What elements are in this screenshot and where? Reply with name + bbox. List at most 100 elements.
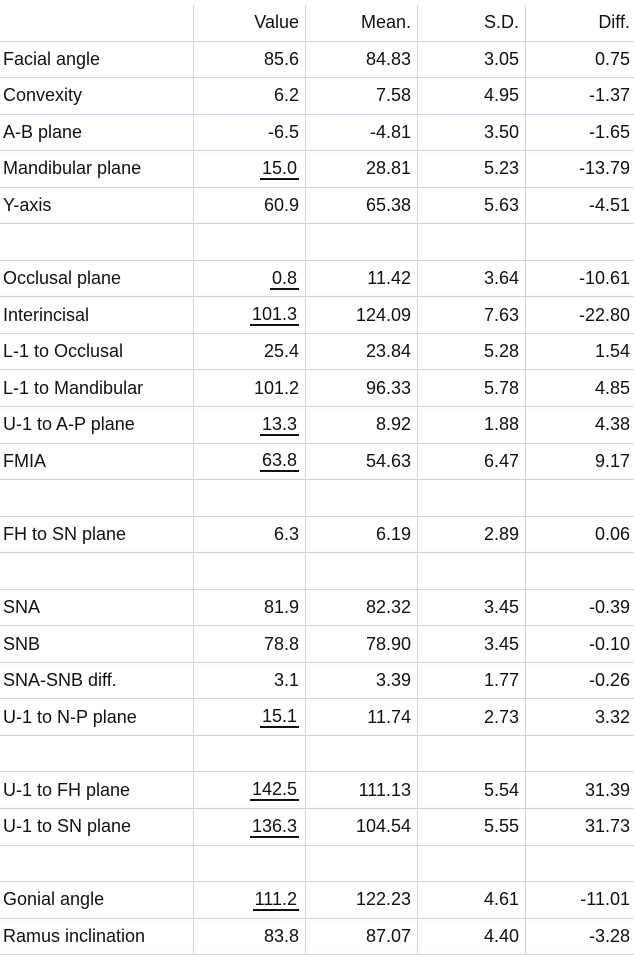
row-diff-cell: -0.10: [526, 626, 634, 663]
row-value: 101.2: [253, 377, 299, 398]
row-sd: 5.63: [483, 195, 519, 215]
row-mean-cell: 84.83: [306, 41, 418, 79]
spacer-row: [0, 224, 634, 261]
row-mean: 122.23: [355, 889, 411, 910]
row-mean: -4.81: [369, 121, 411, 142]
row-sd: 3.45: [483, 633, 519, 654]
row-mean-cell: [306, 480, 418, 517]
table-body: Facial angle 85.6 84.83 3.05 0.75 Convexity 6.…: [0, 41, 634, 955]
row-sd-cell: 5.55: [418, 809, 526, 846]
row-diff-cell: 1.54: [526, 334, 634, 371]
row-sd: 5.23: [483, 158, 519, 179]
row-diff: -13.79: [578, 158, 630, 179]
row-mean-cell: [306, 224, 418, 261]
row-label: L-1 to Occlusal: [3, 341, 124, 362]
row-diff: -0.39: [588, 597, 630, 618]
row-sd-cell: 3.64: [418, 260, 526, 298]
row-sd: 5.54: [483, 779, 519, 800]
row-value-cell: [194, 553, 306, 590]
row-mean-cell: 6.19: [306, 516, 418, 554]
row-label-cell: L-1 to Occlusal: [0, 333, 194, 371]
row-mean: 6.19: [375, 523, 411, 544]
row-label: Occlusal plane: [3, 268, 122, 289]
row-value: 3.1: [273, 670, 299, 691]
row-value: -6.5: [267, 121, 299, 142]
row-sd-cell: [418, 553, 526, 590]
row-diff: 31.73: [584, 816, 630, 837]
row-label: FH to SN plane: [3, 523, 127, 544]
row-diff: -3.28: [588, 925, 630, 946]
row-sd: 5.78: [483, 377, 519, 398]
row-value-cell: 142.5: [194, 772, 306, 810]
row-sd-cell: 2.89: [418, 516, 526, 554]
row-diff: 0.75: [594, 48, 630, 69]
row-mean: 11.74: [367, 706, 411, 727]
row-label-cell: SNA: [0, 589, 194, 627]
row-label: U-1 to A-P plane: [3, 414, 135, 435]
table-row: Ramus inclination 83.8 87.07 4.40 -3.28: [0, 918, 634, 955]
row-diff-cell: 4.85: [526, 370, 634, 408]
row-label-cell: U-1 to FH plane: [0, 772, 194, 810]
row-mean-cell: -4.81: [306, 114, 418, 152]
row-value-cell: 63.8: [194, 443, 306, 481]
row-mean-cell: 23.84: [306, 333, 418, 371]
row-mean-cell: 124.09: [306, 297, 418, 334]
row-label: SNB: [3, 633, 41, 654]
row-diff-cell: -0.39: [526, 590, 634, 627]
table-row: Facial angle 85.6 84.83 3.05 0.75: [0, 41, 634, 79]
row-label-cell: Mandibular plane: [0, 151, 194, 188]
row-value: 85.6: [263, 48, 299, 69]
row-mean-cell: 11.42: [306, 260, 418, 298]
row-value-cell: [194, 480, 306, 517]
row-sd: 3.64: [483, 268, 519, 289]
row-label: Y-axis: [3, 195, 52, 215]
row-value-cell: [194, 735, 306, 773]
row-diff-cell: 9.17: [526, 444, 634, 481]
table-row: SNB 78.8 78.90 3.45 -0.10: [0, 626, 634, 663]
row-value: 13.3: [259, 413, 299, 436]
row-mean-cell: 96.33: [306, 370, 418, 408]
spacer-row: [0, 845, 634, 883]
row-diff: 4.85: [594, 377, 630, 398]
row-mean-cell: [306, 735, 418, 773]
row-label: Mandibular plane: [3, 158, 142, 179]
row-label-cell: U-1 to A-P plane: [0, 407, 194, 444]
row-value: 81.9: [263, 597, 299, 618]
row-label: A-B plane: [3, 121, 83, 142]
row-value-cell: 111.2: [194, 882, 306, 919]
row-diff: -22.80: [578, 304, 630, 325]
row-diff: 31.39: [584, 779, 630, 800]
row-diff-cell: 31.39: [526, 772, 634, 810]
row-mean: 3.39: [375, 670, 411, 691]
row-sd: 1.77: [483, 670, 519, 691]
row-value: 0.8: [269, 267, 299, 290]
row-mean: 8.92: [375, 414, 411, 435]
row-mean: 28.81: [365, 158, 411, 179]
row-value-cell: 60.9: [194, 187, 306, 225]
row-mean-cell: 28.81: [306, 151, 418, 188]
table-header-row: Value Mean. S.D. Diff.: [0, 5, 634, 42]
row-sd-cell: 4.40: [418, 918, 526, 955]
row-label: FMIA: [3, 450, 46, 471]
row-mean: 54.63: [365, 450, 411, 471]
row-diff-cell: [526, 224, 634, 261]
row-mean: 7.58: [375, 85, 411, 106]
row-diff-cell: -13.79: [526, 151, 634, 188]
row-value: 15.0: [259, 157, 299, 180]
row-mean: 11.42: [367, 268, 411, 289]
row-value-cell: [194, 224, 306, 261]
row-value-cell: 6.3: [194, 516, 306, 554]
row-sd-cell: [418, 735, 526, 773]
row-diff-cell: 4.38: [526, 407, 634, 444]
row-label: SNA: [3, 597, 41, 618]
row-sd-cell: [418, 845, 526, 883]
row-mean-cell: 111.13: [306, 772, 418, 810]
row-diff-cell: [526, 736, 634, 773]
row-sd: 7.63: [483, 304, 519, 325]
row-mean-cell: [306, 553, 418, 590]
row-diff-cell: 31.73: [526, 809, 634, 846]
row-label-cell: FMIA: [0, 443, 194, 481]
row-diff-cell: -0.26: [526, 663, 634, 700]
row-diff-cell: [526, 846, 634, 883]
row-diff: -4.51: [588, 195, 630, 215]
